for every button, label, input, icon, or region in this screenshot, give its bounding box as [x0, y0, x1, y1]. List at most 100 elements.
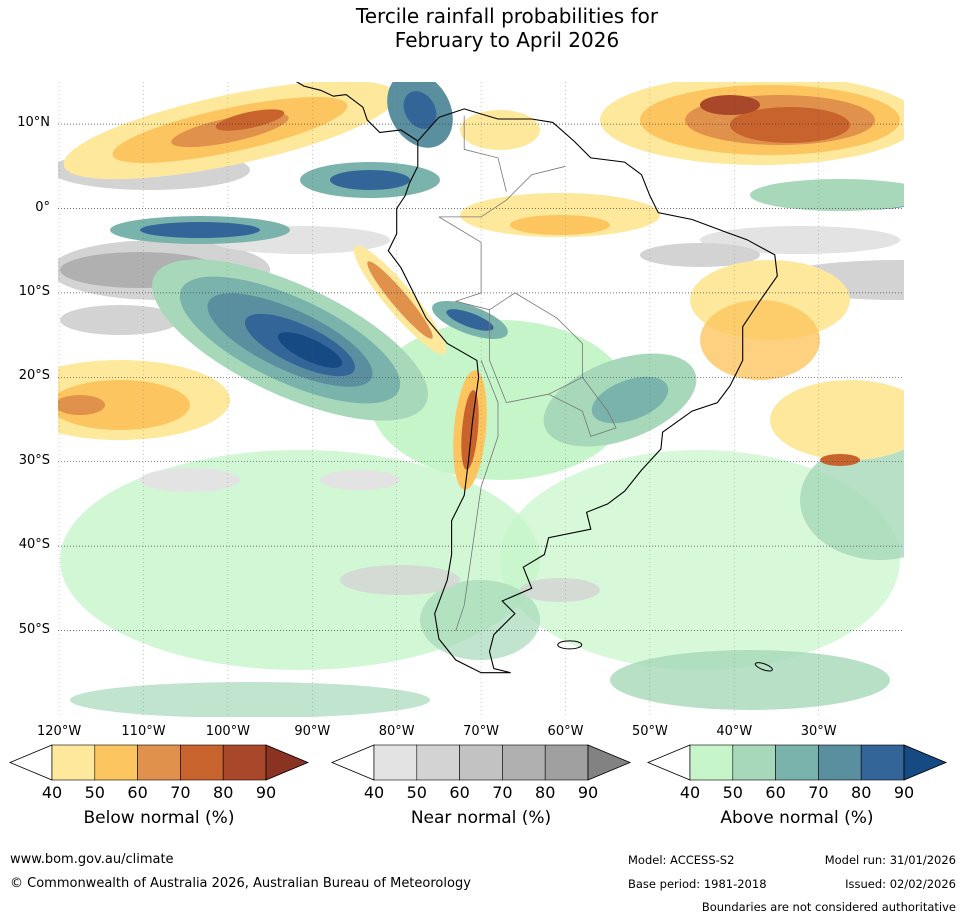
colorbars	[8, 744, 948, 781]
colorbar-tick-label: 60	[449, 783, 470, 802]
longitude-label: 50°W	[631, 724, 668, 739]
latitude-label: 40°S	[18, 537, 50, 553]
colorbar-segment	[137, 744, 181, 781]
footer-disclaimer: Boundaries are not considered authoritat…	[701, 900, 956, 914]
colorbar-tick-label: 50	[722, 783, 743, 802]
longitude-label: 60°W	[547, 724, 584, 739]
field-patch	[60, 450, 540, 670]
colorbar-tick-label: 60	[127, 783, 148, 802]
longitude-label: 110°W	[121, 724, 166, 739]
colorbar-segment	[775, 744, 819, 781]
probability-field	[58, 82, 904, 717]
colorbar-tick-label: 90	[255, 783, 277, 802]
field-patch	[800, 440, 904, 560]
field-patch	[140, 222, 260, 238]
latitude-label: 10°S	[18, 283, 50, 299]
footer-url[interactable]: www.bom.gov.au/climate	[10, 852, 174, 867]
latitude-label: 20°S	[18, 368, 50, 384]
field-patch	[500, 450, 900, 670]
field-patch	[320, 470, 400, 490]
latitude-label: 0°	[35, 199, 50, 215]
graticule	[58, 82, 904, 717]
title-line-1: Tercile rainfall probabilities for	[355, 4, 659, 28]
longitude-label: 40°W	[716, 724, 753, 739]
country-border	[438, 216, 490, 311]
colorbar-segment	[459, 744, 503, 781]
colorbar-tick-label: 70	[170, 783, 191, 802]
colorbar-tick-label: 50	[406, 783, 427, 802]
field-patch	[340, 565, 460, 595]
field-patch	[770, 380, 904, 460]
field-patch	[60, 305, 180, 335]
field-patch	[700, 95, 760, 115]
colorbar-segment	[732, 744, 776, 781]
chart-title: Tercile rainfall probabilities for Febru…	[0, 4, 965, 52]
footer-model: Model: ACCESS-S2	[628, 853, 735, 867]
colorbar-tick-label: 80	[213, 783, 234, 802]
field-patch	[420, 580, 540, 660]
colorbar-title: Near normal (%)	[410, 808, 552, 828]
field-patch	[140, 468, 240, 492]
field-patch	[520, 578, 600, 602]
footer-issued: Issued: 02/02/2026	[845, 877, 956, 891]
colorbar-segment	[180, 744, 224, 781]
country-border	[548, 377, 617, 437]
field-patch	[58, 395, 105, 415]
colorbar-max-extension	[265, 744, 310, 781]
title-line-2: February to April 2026	[394, 28, 620, 52]
colorbar-segment	[502, 744, 546, 781]
coastline	[295, 82, 778, 674]
longitude-label: 30°W	[800, 724, 837, 739]
colorbar-max-extension	[903, 744, 948, 781]
south-america-coastline	[387, 108, 778, 674]
country-border	[438, 165, 566, 218]
south-georgia-outline	[754, 662, 773, 672]
field-patch	[640, 243, 760, 267]
colorbar-segment	[544, 744, 589, 781]
colorbar-segment	[689, 744, 734, 781]
field-patch	[610, 650, 890, 710]
field-patch	[58, 380, 190, 430]
colorbar-tick-label: 70	[492, 783, 513, 802]
country-border	[455, 360, 499, 631]
longitude-label: 90°W	[294, 724, 331, 739]
colorbar-segment	[818, 744, 862, 781]
field-patch	[70, 682, 430, 717]
country-border	[463, 115, 507, 192]
colorbar-segment	[51, 744, 96, 781]
colorbar-title: Below normal (%)	[83, 808, 235, 828]
field-patch	[700, 226, 900, 254]
field-patch	[367, 261, 433, 339]
field-patch	[215, 109, 285, 131]
colorbar-tick-label: 50	[84, 783, 105, 802]
colorbar-tick-label: 40	[363, 783, 385, 802]
latitude-label: 50°S	[18, 621, 50, 637]
latitude-label: 10°N	[17, 115, 50, 131]
field-patch	[591, 376, 669, 424]
field-patch	[510, 215, 610, 235]
colorbar-title: Above normal (%)	[720, 808, 874, 828]
colorbar-tick-label: 40	[679, 783, 701, 802]
colorbar-segment	[373, 744, 418, 781]
colorbar-max-extension	[587, 744, 632, 781]
field-patch	[730, 107, 850, 143]
colorbar-segment	[222, 744, 267, 781]
falkland-islands-outline	[557, 640, 583, 650]
colorbar-tick-label: 60	[765, 783, 786, 802]
footer-model-run: Model run: 31/01/2026	[824, 853, 956, 867]
field-patch	[750, 179, 904, 211]
colorbar-min-extension	[330, 744, 375, 781]
field-patch	[403, 91, 437, 129]
field-patch	[700, 300, 820, 380]
footer-copyright: © Commonwealth of Australia 2026, Austra…	[10, 876, 471, 891]
colorbar-segment	[860, 744, 905, 781]
colorbar-tick-label: 40	[41, 783, 63, 802]
central-america-coastline	[295, 82, 419, 142]
longitude-label: 70°W	[463, 724, 500, 739]
colorbar-min-extension	[646, 744, 691, 781]
field-patch	[446, 309, 494, 331]
latitude-label: 30°S	[18, 452, 50, 468]
field-patch	[330, 170, 410, 190]
colorbar-segment	[416, 744, 460, 781]
colorbar-min-extension	[8, 744, 53, 781]
